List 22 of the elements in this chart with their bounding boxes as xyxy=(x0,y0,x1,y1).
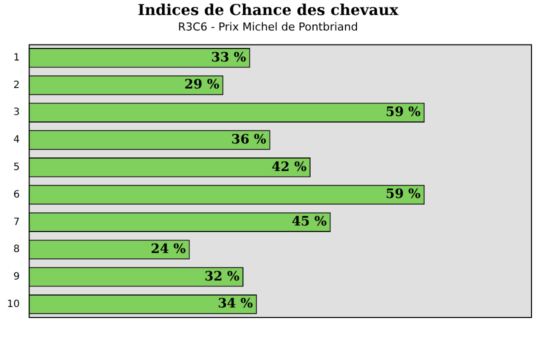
data-label: 24 % xyxy=(150,242,186,257)
y-tick-label: 8 xyxy=(13,244,20,256)
data-label: 34 % xyxy=(218,296,254,312)
y-tick-label: 1 xyxy=(13,52,20,64)
y-tick-label: 9 xyxy=(13,272,20,283)
y-tick-label: 7 xyxy=(13,216,20,228)
data-label: 42 % xyxy=(272,160,308,175)
chart-title: Indices de Chance des chevaux xyxy=(138,0,400,19)
chart-subtitle: R3C6 - Prix Michel de Pontbriand xyxy=(178,20,358,34)
y-tick-label: 4 xyxy=(13,134,20,146)
y-tick-label: 6 xyxy=(13,189,20,200)
data-label: 29 % xyxy=(184,78,220,93)
data-label: 59 % xyxy=(386,187,422,202)
y-tick-label: 2 xyxy=(13,80,20,91)
y-tick-label: 10 xyxy=(6,298,20,310)
data-label: 32 % xyxy=(204,269,240,284)
data-label: 33 % xyxy=(211,50,247,66)
data-label: 59 % xyxy=(386,105,422,120)
data-label: 36 % xyxy=(231,132,267,148)
data-label: 45 % xyxy=(292,214,328,230)
y-tick-label: 3 xyxy=(13,107,20,118)
y-tick-label: 5 xyxy=(13,162,20,174)
